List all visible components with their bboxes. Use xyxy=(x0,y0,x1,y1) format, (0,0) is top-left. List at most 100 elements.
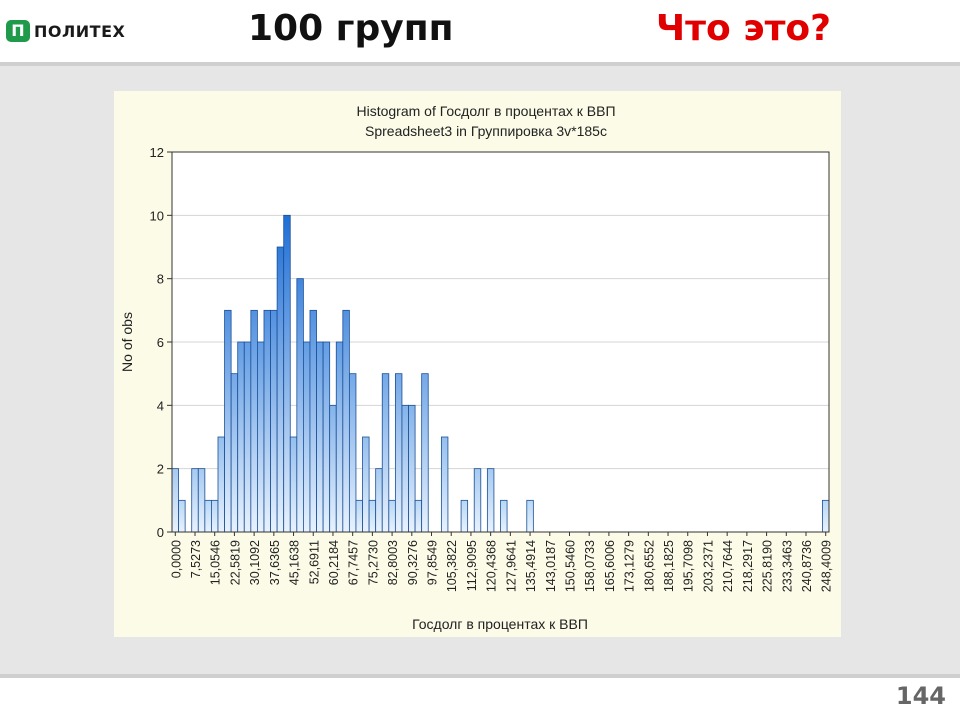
chart-title: Histogram of Госдолг в процентах к ВВП xyxy=(356,103,615,119)
y-tick-label: 4 xyxy=(157,398,164,413)
histogram-bar xyxy=(316,341,324,533)
x-tick-label: 52,6911 xyxy=(307,540,321,584)
histogram-bar xyxy=(329,404,337,533)
y-tick-label: 2 xyxy=(157,462,164,477)
histogram-bar xyxy=(322,341,331,533)
header-divider xyxy=(0,62,960,66)
histogram-bar xyxy=(283,214,291,533)
histogram-bar xyxy=(460,499,469,533)
x-tick-label: 218,2917 xyxy=(741,540,755,592)
x-tick-label: 30,1092 xyxy=(248,540,262,585)
x-tick-label: 75,2730 xyxy=(366,540,380,585)
x-tick-label: 210,7644 xyxy=(721,540,735,592)
x-tick-label: 37,6365 xyxy=(268,540,282,585)
histogram-bar xyxy=(171,468,179,533)
histogram-bar xyxy=(348,373,357,533)
slide-question: Что это? xyxy=(656,8,832,49)
y-tick-label: 8 xyxy=(157,272,164,287)
x-axis-label: Госдолг в процентах к ВВП xyxy=(412,616,588,632)
histogram-bar xyxy=(394,373,403,533)
histogram-bar xyxy=(368,499,377,533)
histogram-bar xyxy=(414,499,423,533)
x-tick-label: 150,5460 xyxy=(563,540,577,592)
x-tick-label: 90,3276 xyxy=(406,540,420,585)
histogram-bar xyxy=(178,499,186,533)
histogram-bar xyxy=(197,468,206,533)
histogram-panel: Histogram of Госдолг в процентах к ВВП S… xyxy=(114,91,841,637)
x-tick-label: 195,7098 xyxy=(682,540,696,592)
histogram-bar xyxy=(421,373,429,533)
x-tick-label: 203,2371 xyxy=(701,540,715,592)
x-tick-label: 7,5273 xyxy=(189,540,203,578)
plot-frame xyxy=(171,151,830,533)
x-tick-label: 60,2184 xyxy=(327,540,341,585)
histogram-bar xyxy=(309,309,317,533)
histogram-bar xyxy=(270,309,278,533)
histogram-bar xyxy=(263,309,271,533)
histogram-bar xyxy=(388,499,396,533)
histogram-bar xyxy=(362,436,370,533)
x-tick-label: 0,0000 xyxy=(169,540,183,578)
x-tick-label: 188,1825 xyxy=(662,540,676,592)
x-tick-label: 158,0733 xyxy=(583,540,597,592)
histogram-bar xyxy=(302,341,311,533)
histogram-bar xyxy=(296,278,304,533)
axis-layer: 0 2 4 6 8 10 12 0,0000 7,5273 15,0546 22,5819 30,10… xyxy=(150,145,834,592)
x-tick-label: 240,8736 xyxy=(800,540,814,592)
x-tick-label: 105,3822 xyxy=(445,540,459,592)
x-tick-label: 180,6552 xyxy=(642,540,656,592)
x-tick-label: 82,8003 xyxy=(386,540,400,585)
histogram-bar xyxy=(526,499,534,533)
histogram-bar xyxy=(191,468,199,533)
histogram-bar xyxy=(486,468,495,533)
page-number: 144 xyxy=(895,682,946,710)
histogram-bar xyxy=(822,499,830,533)
histogram-bar xyxy=(289,436,298,533)
histogram-bar xyxy=(257,341,265,533)
histogram-bar xyxy=(375,468,383,533)
slide-header: П ПОЛИТЕХ 100 групп Что это? xyxy=(0,0,960,62)
politeh-logo: П ПОЛИТЕХ xyxy=(6,20,125,42)
histogram-bar xyxy=(217,436,225,533)
histogram-bar xyxy=(250,309,258,533)
footer-divider xyxy=(0,674,960,678)
x-tick-label: 15,0546 xyxy=(209,540,223,585)
y-tick-label: 12 xyxy=(150,145,164,160)
x-tick-label: 135,4914 xyxy=(524,540,538,592)
logo-text: ПОЛИТЕХ xyxy=(34,21,126,41)
x-tick-label: 165,6006 xyxy=(603,540,617,592)
x-tick-label: 22,5819 xyxy=(228,540,242,585)
x-tick-label: 112,9095 xyxy=(465,540,479,591)
x-tick-label: 173,1279 xyxy=(623,540,637,592)
histogram-bar xyxy=(355,499,363,533)
histogram-bar xyxy=(224,309,232,533)
histogram-bar xyxy=(204,499,212,533)
histogram-bar xyxy=(381,373,390,533)
x-tick-label: 143,0187 xyxy=(544,540,558,592)
y-tick-label: 6 xyxy=(157,335,164,350)
histogram-bar xyxy=(211,499,219,533)
y-tick-label: 10 xyxy=(150,208,164,223)
histogram-bar xyxy=(237,341,245,533)
x-tick-label: 67,7457 xyxy=(347,540,361,585)
histogram-bar xyxy=(276,246,285,533)
histogram-bar xyxy=(243,341,252,533)
histogram-bar xyxy=(408,404,416,533)
x-tick-label: 248,4009 xyxy=(820,540,834,592)
x-tick-label: 120,4368 xyxy=(485,540,499,592)
x-tick-label: 45,1638 xyxy=(288,540,302,585)
histogram-chart: Histogram of Госдолг в процентах к ВВП S… xyxy=(119,103,834,632)
histogram-bar xyxy=(342,309,350,533)
x-tick-label: 127,9641 xyxy=(504,540,518,592)
y-axis-label: No of obs xyxy=(119,312,135,372)
chart-subtitle: Spreadsheet3 in Группировка 3v*185c xyxy=(365,123,607,139)
histogram-bar xyxy=(401,404,409,533)
x-tick-label: 225,8190 xyxy=(761,540,775,592)
histogram-bar xyxy=(335,341,344,533)
x-tick-label: 233,3463 xyxy=(780,540,794,592)
logo-icon: П xyxy=(6,20,30,42)
slide-title: 100 групп xyxy=(248,8,454,49)
histogram-bar xyxy=(473,468,482,533)
histogram-bar xyxy=(500,499,508,533)
x-tick-label: 97,8549 xyxy=(426,540,440,585)
